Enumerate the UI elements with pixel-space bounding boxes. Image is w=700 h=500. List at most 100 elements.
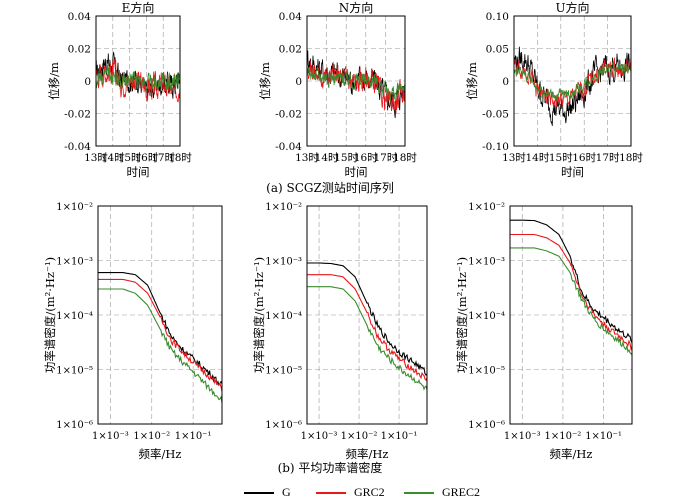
x-tick-label: 1×10⁻² [341,431,378,442]
y-tick-label: 1×10⁻⁴ [265,311,302,322]
y-axis-label: 功率谱密度/(m²·Hz⁻¹) [252,257,266,373]
y-tick-label: -0.02 [275,109,302,121]
chart-panel-5: 1×10⁻³ 1×10⁻² 1×10⁻¹1×10⁻²1×10⁻³1×10⁻⁴1×10… [252,202,428,461]
legend-swatch-grec2 [404,492,434,495]
plot-frame [509,205,633,425]
series-line-grec2 [514,61,631,102]
x-tick-label: 18时 [393,152,417,164]
y-tick-label: 1×10⁻⁵ [56,366,93,377]
y-tick-label: -0.04 [64,141,91,153]
chart-title: E方向 [122,0,155,15]
legend: G GRC2 GREC2 [244,484,664,500]
plot-frame [306,205,428,425]
y-tick-label: 1×10⁻⁴ [56,311,93,322]
y-tick-label: 1×10⁻² [56,202,93,213]
x-tick-label: 16时 [354,152,378,164]
y-tick-label: 1×10⁻² [468,202,505,213]
x-tick-label: 14时 [315,152,339,164]
y-tick-label: 0.02 [279,44,302,56]
x-tick-label: 1×10⁻³ [301,431,338,442]
x-tick-label: 13时 [84,152,108,164]
x-tick-label: 13时 [295,152,319,164]
y-axis-label: 位移/m [47,62,61,100]
y-tick-label: 0.04 [68,11,92,23]
y-tick-label: 0 [295,76,302,88]
y-tick-label: 1×10⁻⁶ [56,420,93,431]
x-tick-label: 1×10⁻¹ [381,431,418,442]
y-axis-label: 位移/m [465,62,479,100]
x-tick-label: 17时 [373,152,397,164]
y-tick-label: -0.05 [482,109,509,121]
x-axis-label: 频率/Hz [550,447,593,461]
series-line-g [307,262,427,376]
x-tick-label: 1×10⁻² [133,431,170,442]
x-tick-label: 13时 [502,152,526,164]
y-tick-label: 0.10 [486,11,509,23]
caption-bottom: (b) 平均功率谱密度 [278,460,383,475]
x-tick-label: 1×10⁻³ [504,431,541,442]
legend-swatch-grc2 [316,492,346,495]
x-axis-label: 时间 [127,165,150,179]
y-tick-label: 1×10⁻⁴ [468,311,505,322]
y-tick-label: 1×10⁻³ [56,257,93,268]
x-tick-label: 14时 [525,152,549,164]
y-tick-label: -0.02 [64,109,91,121]
y-axis-label: 位移/m [258,62,272,100]
plot-frame [513,15,632,147]
x-tick-label: 1×10⁻³ [92,431,129,442]
series-line-grc2 [98,278,222,392]
y-tick-label: 1×10⁻² [265,202,302,213]
legend-swatch-g [244,492,274,495]
series-line-g [510,219,632,344]
chart-title: N方向 [339,0,374,15]
legend-label-grc2: GRC2 [354,485,385,499]
y-tick-label: 1×10⁻³ [265,257,302,268]
x-tick-label: 18时 [168,152,192,164]
x-axis-label: 频率/Hz [346,447,389,461]
chart-panel-3: 13时 14时 15时 16时 17时 18时 0.10 0.05 0 -0.05 -0.10 U方向… [465,0,643,179]
x-axis-label: 频率/Hz [139,447,182,461]
legend-item-grc2: GRC2 [316,484,385,500]
y-tick-label: 0.04 [279,11,303,23]
x-tick-label: 1×10⁻² [545,431,582,442]
series-line-grc2 [514,57,631,109]
y-tick-label: -0.04 [275,141,302,153]
legend-label-grec2: GREC2 [442,485,481,499]
plot-frame [97,205,223,425]
y-tick-label: 1×10⁻⁶ [468,420,505,431]
y-tick-label: 0 [84,76,91,88]
series-line-grec2 [98,288,222,403]
x-tick-label: 17时 [151,152,175,164]
series-line-grec2 [510,247,632,356]
x-tick-label: 1×10⁻¹ [175,431,212,442]
x-tick-label: 14时 [101,152,125,164]
x-tick-label: 18时 [619,152,643,164]
x-tick-label: 15时 [549,152,573,164]
x-tick-label: 17时 [596,152,620,164]
plot-frame [306,15,406,147]
x-tick-label: 15时 [334,152,358,164]
y-tick-label: 0.05 [486,44,509,56]
y-tick-label: 1×10⁻⁶ [265,420,302,431]
y-tick-label: -0.10 [482,141,509,153]
chart-title: U方向 [555,0,589,15]
series-line-grc2 [510,233,632,352]
series-line-grec2 [96,64,180,91]
chart-panel-4: 1×10⁻³ 1×10⁻² 1×10⁻¹ 1×10⁻² 1×10⁻³ 1×10⁻⁴ 1×10… [43,202,223,461]
plot-frame [95,15,181,147]
chart-panel-6: 1×10⁻³ 1×10⁻² 1×10⁻¹1×10⁻²1×10⁻³1×10⁻⁴1×10… [455,202,633,461]
series-line-grec2 [307,65,405,103]
series-line-grc2 [307,274,427,382]
x-axis-label: 时间 [561,165,584,179]
x-tick-label: 15时 [118,152,142,164]
series-line-grec2 [307,286,427,391]
y-axis-label: 功率谱密度/(m²·Hz⁻¹) [455,257,469,373]
y-tick-label: 1×10⁻⁵ [265,366,302,377]
series-line-g [98,272,222,387]
y-axis-label: 功率谱密度/(m²·Hz⁻¹) [43,257,57,373]
series-line-g [514,46,631,126]
series-line-grc2 [307,60,405,114]
